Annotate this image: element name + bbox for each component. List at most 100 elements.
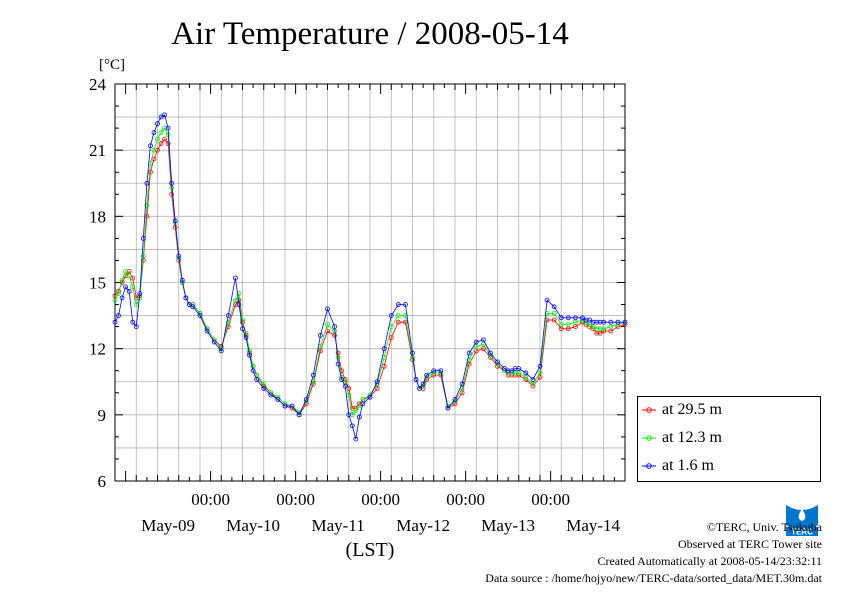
data-point-series-0 — [158, 141, 164, 146]
y-tick-label: 12 — [89, 340, 106, 359]
data-point-series-1 — [573, 319, 578, 325]
terc-logo: TERC — [786, 505, 818, 537]
data-point-series-2 — [162, 112, 167, 118]
series-line-0 — [114, 138, 626, 416]
data-point-series-0 — [165, 141, 171, 146]
data-point-series-1 — [240, 317, 245, 323]
y-tick-label: 15 — [89, 274, 106, 293]
data-point-series-1 — [144, 202, 150, 208]
data-point-series-0 — [573, 324, 578, 330]
data-point-series-1 — [356, 403, 362, 409]
data-point-series-2 — [176, 253, 182, 259]
data-point-series-2 — [420, 381, 426, 387]
data-point-series-2 — [509, 368, 515, 374]
data-point-series-1 — [140, 253, 146, 259]
x-day-label: May-13 — [481, 516, 535, 535]
data-point-series-2 — [116, 313, 121, 318]
data-point-series-2 — [565, 315, 571, 321]
data-point-series-2 — [165, 125, 171, 131]
data-point-series-2 — [236, 302, 242, 307]
data-point-series-2 — [480, 337, 486, 343]
data-point-series-0 — [130, 275, 136, 281]
data-point-series-2 — [148, 143, 153, 149]
data-point-series-2 — [512, 366, 518, 371]
data-point-series-1 — [119, 277, 125, 283]
x-day-label: May-12 — [396, 516, 450, 535]
data-point-series-2 — [580, 315, 585, 321]
data-point-series-2 — [310, 372, 316, 378]
data-point-series-1 — [512, 370, 518, 376]
x-tick-time-label: 00:00 — [191, 490, 230, 509]
legend: at 29.5 m at 12.3 m at 1.6 m — [637, 396, 821, 482]
data-point-series-1 — [247, 348, 252, 354]
data-point-series-2 — [339, 377, 345, 382]
legend-swatch-green — [642, 435, 656, 441]
data-point-series-2 — [179, 277, 185, 283]
data-point-series-2 — [367, 394, 373, 400]
data-point-series-2 — [296, 412, 302, 418]
x-tick-time-label: 00:00 — [531, 490, 570, 509]
data-point-series-1 — [116, 291, 121, 296]
data-point-series-1 — [325, 322, 330, 327]
data-point-series-0 — [608, 328, 614, 334]
data-point-series-2 — [615, 319, 621, 325]
data-point-series-2 — [473, 339, 479, 345]
data-point-series-1 — [594, 326, 600, 332]
data-point-series-0 — [155, 147, 160, 153]
data-point-series-2 — [395, 302, 401, 307]
data-point-series-2 — [622, 319, 628, 325]
data-point-series-2 — [254, 377, 260, 382]
y-tick-label: 9 — [98, 406, 107, 425]
data-point-series-2 — [140, 235, 146, 241]
data-point-series-2 — [190, 304, 196, 310]
y-axis-unit: [°C] — [99, 57, 125, 73]
data-point-series-2 — [211, 339, 217, 345]
data-point-series-2 — [261, 385, 267, 391]
data-point-series-2 — [597, 319, 603, 325]
data-point-series-2 — [133, 324, 139, 330]
x-tick-time-label: 00:00 — [446, 490, 485, 509]
data-point-series-1 — [250, 363, 256, 369]
data-point-series-1 — [395, 313, 401, 318]
data-point-series-2 — [558, 315, 564, 321]
data-point-series-2 — [119, 295, 125, 301]
data-point-series-2 — [537, 363, 543, 369]
data-point-series-2 — [381, 346, 387, 352]
x-day-label: May-09 — [141, 516, 195, 535]
data-point-series-2 — [544, 297, 550, 303]
data-point-series-2 — [551, 304, 557, 310]
data-point-series-0 — [388, 335, 394, 341]
data-point-series-0 — [480, 346, 486, 352]
data-point-series-2 — [332, 324, 337, 330]
data-point-series-2 — [495, 359, 500, 365]
data-point-series-0 — [466, 361, 472, 367]
data-point-series-2 — [608, 319, 614, 325]
data-point-series-2 — [505, 368, 511, 374]
data-point-series-0 — [374, 385, 380, 391]
data-point-series-2 — [431, 368, 437, 374]
data-point-series-2 — [186, 302, 192, 307]
data-point-series-2 — [240, 326, 245, 332]
data-point-series-2 — [523, 370, 529, 376]
data-point-series-2 — [303, 396, 309, 402]
data-point-series-1 — [544, 310, 550, 316]
data-point-series-2 — [530, 377, 536, 382]
data-point-series-0 — [551, 317, 557, 323]
data-point-series-0 — [558, 326, 564, 332]
data-point-series-2 — [243, 335, 249, 341]
data-point-series-2 — [250, 368, 256, 374]
data-point-series-2 — [218, 348, 224, 354]
legend-item-12-3m: at 12.3 m — [642, 428, 722, 448]
data-point-series-2 — [424, 372, 430, 378]
data-point-series-2 — [123, 284, 129, 290]
credit-source: Data source : /home/hojyo/new/TERC-data/… — [485, 571, 822, 585]
credit-copyright: ©TERC, Univ. Tsukuba — [706, 520, 822, 534]
data-point-series-2 — [594, 319, 600, 325]
data-point-series-1 — [261, 381, 267, 387]
data-point-series-1 — [608, 324, 614, 330]
chart-title: Air Temperature / 2008-05-14 — [171, 16, 569, 52]
legend-item-1-6m: at 1.6 m — [642, 456, 714, 476]
y-tick-label: 18 — [89, 207, 106, 226]
data-point-series-1 — [236, 291, 242, 296]
data-point-series-0 — [594, 330, 600, 336]
